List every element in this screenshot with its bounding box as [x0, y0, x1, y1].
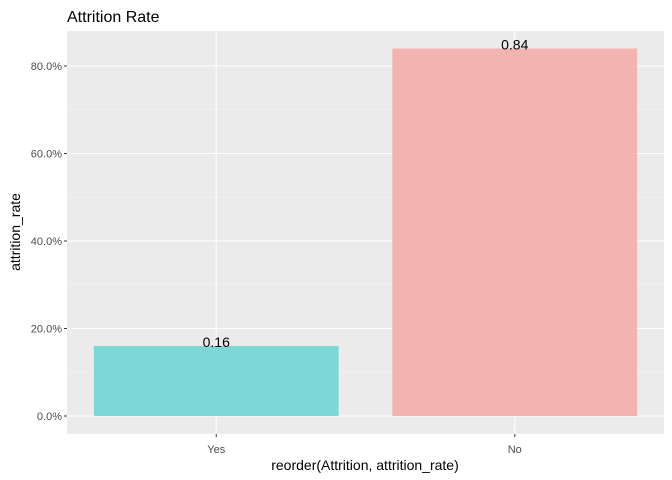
data-label-no: 0.84	[501, 37, 528, 53]
x-tick-label-yes: Yes	[207, 444, 225, 456]
x-tick-label-no: No	[508, 444, 522, 456]
y-tick-label: 0.0%	[37, 411, 62, 423]
y-tick-label: 20.0%	[31, 324, 62, 336]
y-tick-label: 80.0%	[31, 61, 62, 73]
bars	[93, 48, 638, 416]
y-tick-label: 40.0%	[31, 236, 62, 248]
data-labels: 0.16 0.84	[203, 37, 529, 351]
x-axis-ticks: Yes No	[207, 434, 522, 456]
y-axis-label: attrition_rate	[7, 193, 23, 271]
bar-no	[392, 48, 638, 416]
y-axis-ticks: 0.0% 20.0% 40.0% 60.0% 80.0%	[31, 61, 67, 423]
x-axis-label: reorder(Attrition, attrition_rate)	[271, 457, 459, 473]
bar-yes	[93, 346, 339, 416]
chart-title: Attrition Rate	[67, 9, 160, 26]
y-tick-label: 60.0%	[31, 149, 62, 161]
data-label-yes: 0.16	[203, 334, 230, 350]
